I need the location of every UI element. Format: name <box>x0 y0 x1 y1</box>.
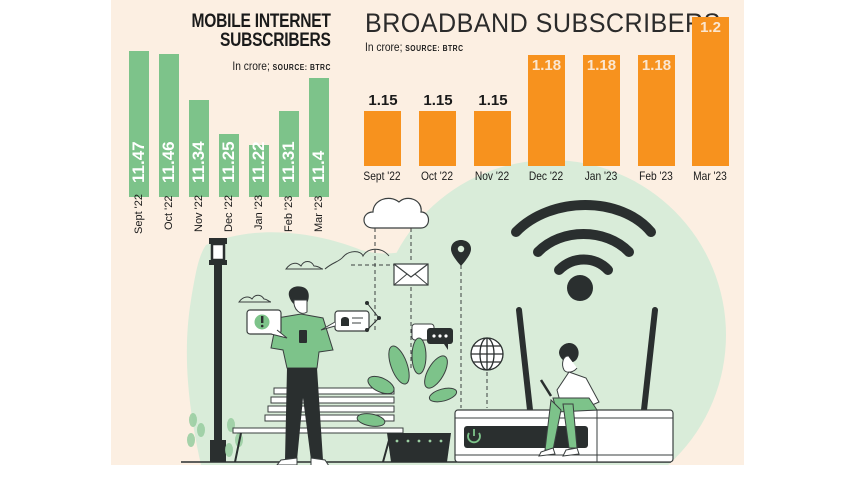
mobile-source: SOURCE: BTRC <box>272 63 331 72</box>
broadband-value-dec22: 1.18 <box>531 57 562 74</box>
mobile-title-line2: SUBSCRIBERS <box>220 30 331 51</box>
power-icon <box>467 429 481 444</box>
mobile-bar-mar23: 11.4 <box>309 78 329 197</box>
broadband-bar-feb23: 1.18 <box>638 55 675 166</box>
broadband-label-nov22: Nov '22 <box>474 169 510 183</box>
mobile-subtitle: In crore; SOURCE: BTRC <box>232 59 331 73</box>
mobile-title-line1: MOBILE INTERNET <box>191 11 331 32</box>
broadband-label-oct22: Oct '22 <box>420 169 453 183</box>
broadband-label-jan23: Jan '23 <box>584 169 618 183</box>
broadband-value-sept22: 1.15 <box>368 92 398 109</box>
broadband-value-jan23: 1.18 <box>586 57 617 74</box>
broadband-bar-nov22 <box>474 111 511 166</box>
envelope-icon <box>393 263 429 286</box>
bell-notification-icon <box>320 301 381 332</box>
broadband-label-dec22: Dec '22 <box>528 169 564 183</box>
potted-plant <box>356 337 458 462</box>
street-lamp <box>209 238 227 462</box>
mobile-bar-oct22: 11.46 <box>159 54 179 197</box>
broadband-value-feb23: 1.18 <box>641 57 672 74</box>
broadband-label-mar23: Mar '23 <box>693 169 727 183</box>
broadband-bar-mar23: 1.2 <box>692 17 729 166</box>
person-with-laptop <box>538 342 600 457</box>
broadband-subtitle: In crore; SOURCE: BTRC <box>365 40 464 54</box>
broadband-bar-dec22: 1.18 <box>528 55 565 166</box>
mobile-bar-sept22: 11.47 <box>129 51 149 197</box>
broadband-chart-title: BROADBAND SUBSCRIBERS <box>365 8 721 38</box>
wifi-icon <box>511 200 656 275</box>
broadband-bar-oct22 <box>419 111 456 166</box>
mobile-bar-feb23: 11.31 <box>279 111 299 197</box>
broadband-unit: In crore; <box>365 40 403 54</box>
mobile-unit: In crore; <box>232 59 270 73</box>
broadband-source: SOURCE: BTRC <box>405 44 464 53</box>
alert-bubble-icon <box>246 309 288 339</box>
location-pin-icon <box>451 240 471 266</box>
broadband-bar-sept22 <box>364 111 401 166</box>
globe-icon <box>470 337 504 371</box>
broadband-value-mar23: 1.2 <box>700 19 721 36</box>
cloud-icon <box>363 197 430 229</box>
mobile-bar-dec22: 11.25 <box>219 134 239 197</box>
mobile-chart-title: MOBILE INTERNET SUBSCRIBERS <box>192 12 331 50</box>
broadband-value-oct22: 1.15 <box>423 92 453 109</box>
broadband-label-feb23: Feb '23 <box>639 169 673 183</box>
broadband-label-sept22: Sept '22 <box>363 169 401 183</box>
broadband-bar-jan23: 1.18 <box>583 55 620 166</box>
broadband-value-nov22: 1.15 <box>478 92 508 109</box>
mobile-bar-nov22: 11.34 <box>189 100 209 197</box>
illustration <box>187 197 674 465</box>
infographic-panel: MOBILE INTERNET SUBSCRIBERS In crore; SO… <box>111 0 744 465</box>
person-with-phone <box>270 286 334 465</box>
mobile-bar-jan23: 11.22 <box>249 141 269 197</box>
